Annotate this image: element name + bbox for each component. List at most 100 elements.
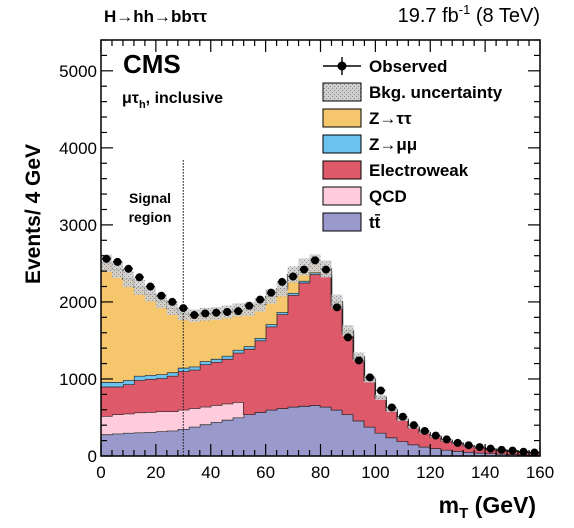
channel-label: μτh, inclusive [122, 90, 223, 111]
analysis-label: H→hh→bbττ [104, 7, 207, 26]
x-tick-label: 100 [361, 463, 389, 482]
x-tick-label: 140 [471, 463, 499, 482]
observed-point [212, 308, 221, 317]
observed-point [146, 282, 155, 291]
observed-points [102, 254, 539, 457]
observed-point [135, 273, 144, 282]
signal-region-label-2: region [129, 209, 172, 225]
y-tick-label: 2000 [59, 293, 97, 312]
uncertainty-bin [155, 294, 167, 309]
uncertainty-bin [375, 394, 387, 400]
observed-point [289, 272, 298, 281]
observed-point [453, 438, 462, 447]
observed-point [278, 277, 287, 286]
observed-point [486, 444, 495, 453]
observed-point [234, 307, 243, 316]
observed-point [519, 447, 528, 456]
legend-label-tt: tt̄ [369, 213, 381, 232]
observed-point [311, 256, 320, 265]
channel-label-main: μτ [122, 90, 139, 107]
luminosity-label: 19.7 fb-1 (8 TeV) [398, 2, 540, 27]
y-tick-label: 3000 [59, 216, 97, 235]
legend-swatch-z [322, 108, 362, 128]
y-tick-label: 5000 [59, 62, 97, 81]
observed-point [332, 303, 341, 312]
observed-point [321, 265, 330, 274]
uncertainty-bin [254, 298, 266, 312]
observed-point [398, 412, 407, 421]
observed-point [190, 311, 199, 320]
observed-point [157, 291, 166, 300]
observed-point [168, 297, 177, 306]
uncertainty-bin [331, 294, 343, 309]
stack-tt [101, 405, 540, 456]
observed-point [442, 435, 451, 444]
x-axis-title: mT (GeV) [439, 492, 536, 522]
observed-point [300, 265, 309, 274]
observed-point [497, 445, 506, 454]
x-axis-title-sub: T [459, 505, 468, 522]
observed-point [387, 403, 396, 412]
axis-tick-labels: 0 20 40 60 80 100 120 140 160 0 1000 2000 3000 4000 50… [59, 62, 554, 482]
stack-z [101, 263, 540, 453]
legend-label-z: Z→ττ [369, 109, 412, 128]
stacked-histograms [101, 262, 540, 456]
observed-point [530, 448, 539, 457]
channel-label-tail: , inclusive [146, 90, 223, 107]
observed-point [376, 386, 385, 395]
axis-ticks [100, 39, 541, 457]
observed-point [256, 295, 265, 304]
observed-point [354, 356, 363, 365]
uncertainty-bin [166, 301, 178, 316]
legend-observed-marker [337, 61, 347, 71]
observed-point [124, 264, 133, 273]
y-tick-label: 1000 [59, 370, 97, 389]
legend: Observed Bkg. uncertainty Z→ττ Z→μμ Electrow… [322, 57, 503, 232]
y-axis-title: Events/ 4 GeV [22, 144, 45, 284]
uncertainty-bin [133, 279, 145, 295]
observed-point [201, 309, 210, 318]
x-axis-title-main: m [439, 492, 459, 518]
observed-point [223, 307, 232, 316]
x-tick-label: 160 [526, 463, 554, 482]
uncertainty-bin [144, 286, 156, 302]
legend-swatch-z [322, 134, 362, 154]
y-tick-label: 4000 [59, 139, 97, 158]
channel-label-sub: h [139, 99, 146, 111]
x-tick-label: 80 [311, 463, 330, 482]
legend-swatch-tt [322, 212, 362, 232]
observed-point [343, 333, 352, 342]
experiment-label: CMS [123, 49, 181, 79]
x-tick-label: 0 [96, 463, 105, 482]
observed-point [431, 431, 440, 440]
uncertainty-bin [101, 254, 112, 273]
y-tick-label: 0 [88, 447, 97, 466]
observed-point [409, 421, 418, 430]
legend-swatch-qcd [322, 186, 362, 206]
observed-point [464, 441, 473, 450]
legend-label-qcd: QCD [369, 187, 407, 206]
legend-swatch-electroweak [322, 160, 362, 180]
uncertainty-bin [342, 325, 354, 337]
observed-point [508, 446, 517, 455]
signal-region-label: Signal [129, 190, 171, 206]
luminosity-unit-exp: -1 [459, 2, 471, 17]
luminosity-value: 19.7 fb [398, 5, 459, 27]
legend-label-z: Z→μμ [369, 135, 417, 154]
uncertainty-bin [122, 271, 134, 288]
x-tick-label: 20 [146, 463, 165, 482]
x-axis-title-tail: (GeV) [468, 492, 536, 518]
legend-label-bkg-uncertainty: Bkg. uncertainty [369, 83, 503, 102]
uncertainty-bin [276, 281, 288, 297]
x-tick-label: 60 [256, 463, 275, 482]
energy-label: (8 TeV) [470, 5, 540, 27]
x-tick-label: 40 [201, 463, 220, 482]
legend-label-observed: Observed [369, 57, 447, 76]
observed-point [102, 254, 111, 263]
observed-point [267, 288, 276, 297]
x-tick-label: 120 [416, 463, 444, 482]
observed-point [420, 426, 429, 435]
observed-point [475, 443, 484, 452]
legend-uncertainty-swatch [322, 82, 362, 102]
